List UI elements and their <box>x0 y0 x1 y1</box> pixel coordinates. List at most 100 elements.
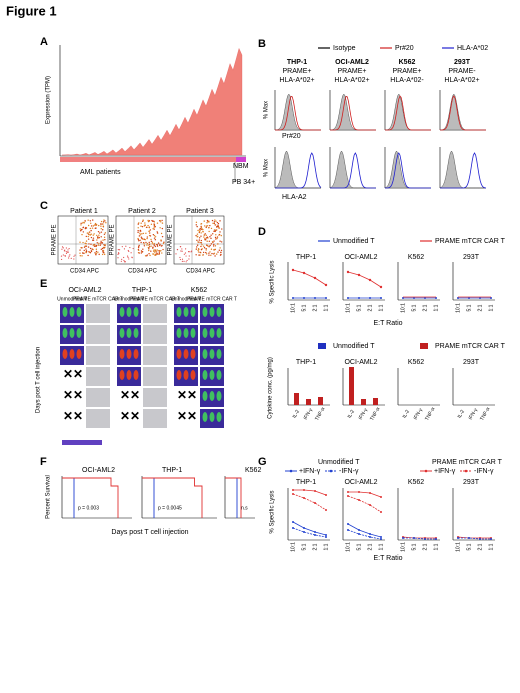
event <box>102 221 105 223</box>
signal <box>69 349 75 359</box>
label: HLA-A*02- <box>390 77 424 84</box>
event <box>200 235 202 237</box>
event <box>93 224 96 226</box>
plot-title: THP-1 <box>132 287 152 294</box>
legend-entry: Unmodified T <box>333 238 375 245</box>
event <box>195 246 198 248</box>
event <box>145 241 147 244</box>
event <box>185 255 187 257</box>
axis-label: % Max <box>264 101 270 119</box>
event <box>185 261 187 263</box>
plot-title: THP-1 <box>296 479 316 486</box>
event <box>118 249 121 251</box>
tick-label: IL-2 <box>402 409 412 420</box>
axis-label: Percent Survival <box>46 475 52 519</box>
panel-label: D <box>258 226 266 238</box>
event <box>139 229 142 232</box>
event <box>153 226 155 228</box>
event <box>92 225 95 227</box>
label: CD34 APC <box>128 269 158 275</box>
signal <box>190 307 196 317</box>
isotype-histogram <box>439 150 486 189</box>
column-title: OCI-AML2 <box>335 59 369 66</box>
label: CD34 APC <box>70 269 100 275</box>
event <box>158 252 161 254</box>
event <box>98 232 101 234</box>
event <box>90 225 93 227</box>
event <box>85 248 87 250</box>
tick-label: 10:1 <box>400 542 406 552</box>
event <box>220 241 223 243</box>
event <box>90 250 93 253</box>
death-mark: ✕✕ <box>63 388 83 402</box>
signal <box>176 328 182 338</box>
event <box>89 251 92 254</box>
event <box>87 254 89 257</box>
event <box>183 253 185 255</box>
event <box>139 234 142 236</box>
event <box>200 245 202 248</box>
death-mark: ✕✕ <box>63 409 83 423</box>
event <box>195 221 198 223</box>
curve <box>293 489 327 496</box>
event <box>154 245 157 248</box>
event <box>181 260 183 262</box>
event <box>70 257 72 259</box>
event <box>146 242 149 245</box>
label: HLA-A*02+ <box>444 77 479 84</box>
bar <box>361 399 366 405</box>
label: PRAME mTCR CAR T <box>432 459 503 466</box>
event <box>216 237 218 240</box>
signal <box>190 349 196 359</box>
event <box>212 233 214 235</box>
event <box>208 227 210 229</box>
event <box>73 258 75 260</box>
event <box>85 251 88 253</box>
event <box>98 242 100 244</box>
event <box>82 226 84 229</box>
event <box>211 219 214 222</box>
label: Pr#20 <box>282 133 301 140</box>
column-title: 293T <box>454 59 471 66</box>
curve <box>403 537 436 540</box>
event <box>206 222 208 224</box>
event <box>69 254 71 256</box>
death-mark: ✕✕ <box>63 367 83 381</box>
signal <box>133 307 139 317</box>
event <box>103 219 105 221</box>
legend-entry: HLA-A*02 <box>457 45 488 52</box>
isotype-histogram <box>384 150 431 189</box>
event <box>206 236 209 238</box>
event <box>90 222 92 224</box>
survival-curve <box>142 477 203 518</box>
curve <box>347 529 382 540</box>
event <box>179 258 182 261</box>
event <box>152 233 155 236</box>
survival-curve <box>142 477 155 518</box>
event <box>197 251 200 253</box>
event <box>156 222 159 224</box>
event <box>93 245 96 247</box>
event <box>205 249 207 251</box>
event <box>208 246 210 248</box>
event <box>214 236 217 239</box>
event <box>68 247 70 250</box>
event <box>82 221 84 224</box>
curve <box>458 537 491 540</box>
ivis-image <box>86 367 110 386</box>
event <box>209 244 211 247</box>
event <box>96 242 98 244</box>
scatter-frame <box>115 215 167 265</box>
event <box>98 234 100 236</box>
event <box>96 234 98 237</box>
label: CD34 APC <box>186 269 216 275</box>
event <box>215 234 217 236</box>
event <box>63 250 65 252</box>
event <box>149 232 151 234</box>
tick-label: 10:1 <box>455 303 461 313</box>
event <box>217 222 220 225</box>
event <box>152 253 154 255</box>
event <box>199 241 202 244</box>
event <box>137 229 139 232</box>
